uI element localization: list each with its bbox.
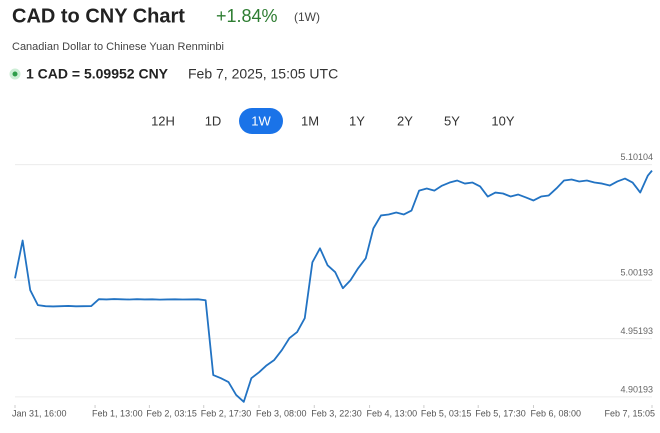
subtitle: Canadian Dollar to Chinese Yuan Renminbi (12, 41, 224, 53)
x-tick-label: Feb 3, 22:30 (311, 408, 362, 418)
price-line (14, 170, 653, 403)
x-tick-label: Jan 31, 16:00 (12, 408, 67, 418)
x-tick-label: Feb 6, 08:00 (530, 408, 581, 418)
range-button[interactable]: 12H (151, 113, 175, 128)
range-button[interactable]: 1W (251, 113, 271, 128)
x-tick-label: Feb 1, 13:00 (92, 408, 143, 418)
y-tick-label: 4.90193 (620, 384, 653, 394)
y-tick-label: 4.95193 (620, 326, 653, 336)
range-button[interactable]: 2Y (397, 113, 413, 128)
chart-title: CAD to CNY Chart (12, 5, 185, 27)
timestamp: Feb 7, 2025, 15:05 UTC (188, 66, 338, 82)
range-button[interactable]: 10Y (491, 113, 514, 128)
y-tick-label: 5.00193 (620, 268, 653, 278)
range-button-selected[interactable] (239, 108, 283, 134)
x-tick-label: Feb 2, 17:30 (201, 408, 252, 418)
rate: 1 CAD = 5.09952 CNY (26, 66, 169, 82)
live-dot (9, 68, 21, 80)
x-tick-label: Feb 5, 03:15 (421, 408, 472, 418)
x-tick-label: Feb 4, 13:00 (367, 408, 418, 418)
x-tick-label: Feb 7, 15:05 (604, 408, 655, 418)
x-tick-label: Feb 5, 17:30 (475, 408, 526, 418)
period: (1W) (294, 10, 320, 24)
x-tick-label: Feb 2, 03:15 (146, 408, 197, 418)
range-button[interactable]: 1D (205, 113, 222, 128)
x-tick-label: Feb 3, 08:00 (256, 408, 307, 418)
range-button[interactable]: 5Y (444, 113, 460, 128)
y-tick-label: 5.10104 (620, 152, 653, 162)
range-button[interactable]: 1Y (349, 113, 365, 128)
range-button[interactable]: 1M (301, 113, 319, 128)
change: +1.84% (216, 6, 278, 26)
